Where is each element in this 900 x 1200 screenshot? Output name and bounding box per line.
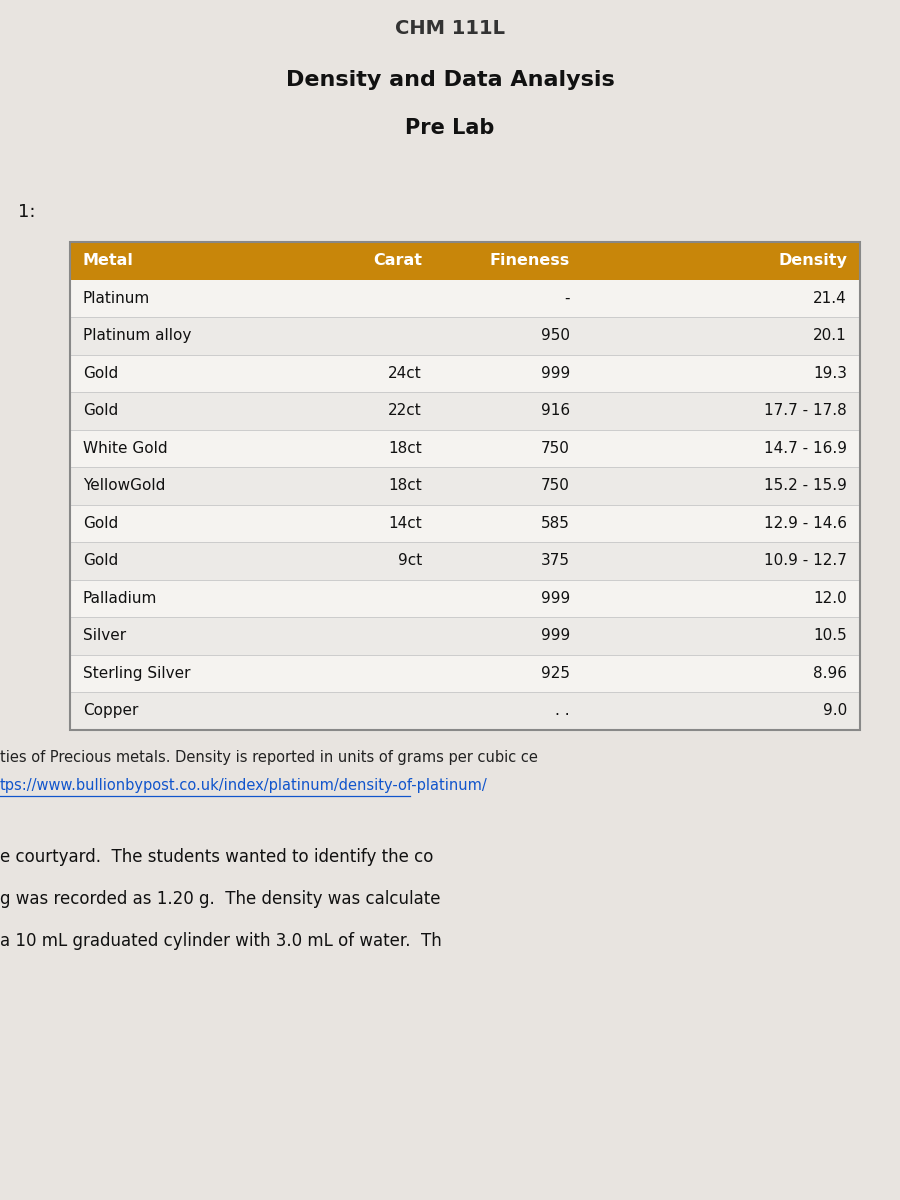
FancyBboxPatch shape — [70, 354, 860, 392]
FancyBboxPatch shape — [70, 504, 860, 542]
Text: g was recorded as 1.20 g.  The density was calculate: g was recorded as 1.20 g. The density wa… — [0, 890, 440, 908]
Text: 750: 750 — [541, 479, 570, 493]
Text: Copper: Copper — [83, 703, 139, 719]
Text: 999: 999 — [541, 629, 570, 643]
Text: Gold: Gold — [83, 516, 118, 530]
Text: CHM 111L: CHM 111L — [395, 18, 505, 37]
FancyBboxPatch shape — [70, 242, 860, 280]
Text: -: - — [564, 290, 570, 306]
Text: Platinum: Platinum — [83, 290, 150, 306]
Text: 21.4: 21.4 — [814, 290, 847, 306]
Text: 10.9 - 12.7: 10.9 - 12.7 — [764, 553, 847, 569]
Text: Sterling Silver: Sterling Silver — [83, 666, 191, 680]
Text: Metal: Metal — [83, 253, 134, 269]
FancyBboxPatch shape — [70, 430, 860, 467]
Text: 18ct: 18ct — [388, 479, 422, 493]
Text: 585: 585 — [541, 516, 570, 530]
Text: 999: 999 — [541, 590, 570, 606]
Text: Platinum alloy: Platinum alloy — [83, 329, 192, 343]
Text: . .: . . — [555, 703, 570, 719]
Text: 8.96: 8.96 — [813, 666, 847, 680]
Text: 9ct: 9ct — [398, 553, 422, 569]
Text: Density: Density — [778, 253, 847, 269]
FancyBboxPatch shape — [70, 242, 860, 730]
FancyBboxPatch shape — [70, 280, 860, 317]
FancyBboxPatch shape — [70, 392, 860, 430]
Text: Palladium: Palladium — [83, 590, 158, 606]
Text: 24ct: 24ct — [388, 366, 422, 380]
Text: 17.7 - 17.8: 17.7 - 17.8 — [764, 403, 847, 419]
FancyBboxPatch shape — [70, 542, 860, 580]
Text: 9.0: 9.0 — [823, 703, 847, 719]
Text: 950: 950 — [541, 329, 570, 343]
Text: 22ct: 22ct — [388, 403, 422, 419]
Text: 12.0: 12.0 — [814, 590, 847, 606]
Text: 750: 750 — [541, 440, 570, 456]
Text: Density and Data Analysis: Density and Data Analysis — [285, 70, 615, 90]
Text: Fineness: Fineness — [490, 253, 570, 269]
Text: 20.1: 20.1 — [814, 329, 847, 343]
FancyBboxPatch shape — [70, 617, 860, 654]
FancyBboxPatch shape — [70, 654, 860, 692]
Text: 19.3: 19.3 — [813, 366, 847, 380]
Text: 1:: 1: — [18, 203, 35, 221]
Text: 375: 375 — [541, 553, 570, 569]
Text: 14ct: 14ct — [388, 516, 422, 530]
Text: 999: 999 — [541, 366, 570, 380]
FancyBboxPatch shape — [70, 467, 860, 504]
Text: e courtyard.  The students wanted to identify the co: e courtyard. The students wanted to iden… — [0, 848, 434, 866]
Text: tps://www.bullionbypost.co.uk/index/platinum/density-of-platinum/: tps://www.bullionbypost.co.uk/index/plat… — [0, 778, 488, 793]
Text: Silver: Silver — [83, 629, 126, 643]
Text: 12.9 - 14.6: 12.9 - 14.6 — [764, 516, 847, 530]
FancyBboxPatch shape — [70, 580, 860, 617]
Text: a 10 mL graduated cylinder with 3.0 mL of water.  Th: a 10 mL graduated cylinder with 3.0 mL o… — [0, 932, 442, 950]
Text: Carat: Carat — [373, 253, 422, 269]
Text: 15.2 - 15.9: 15.2 - 15.9 — [764, 479, 847, 493]
Text: 925: 925 — [541, 666, 570, 680]
FancyBboxPatch shape — [70, 692, 860, 730]
Text: White Gold: White Gold — [83, 440, 167, 456]
Text: YellowGold: YellowGold — [83, 479, 166, 493]
Text: 18ct: 18ct — [388, 440, 422, 456]
Text: ties of Precious metals. Density is reported in units of grams per cubic ce: ties of Precious metals. Density is repo… — [0, 750, 538, 766]
Text: 14.7 - 16.9: 14.7 - 16.9 — [764, 440, 847, 456]
Text: 916: 916 — [541, 403, 570, 419]
FancyBboxPatch shape — [70, 317, 860, 354]
Text: Pre Lab: Pre Lab — [405, 118, 495, 138]
Text: Gold: Gold — [83, 403, 118, 419]
Text: Gold: Gold — [83, 553, 118, 569]
Text: 10.5: 10.5 — [814, 629, 847, 643]
Text: Gold: Gold — [83, 366, 118, 380]
